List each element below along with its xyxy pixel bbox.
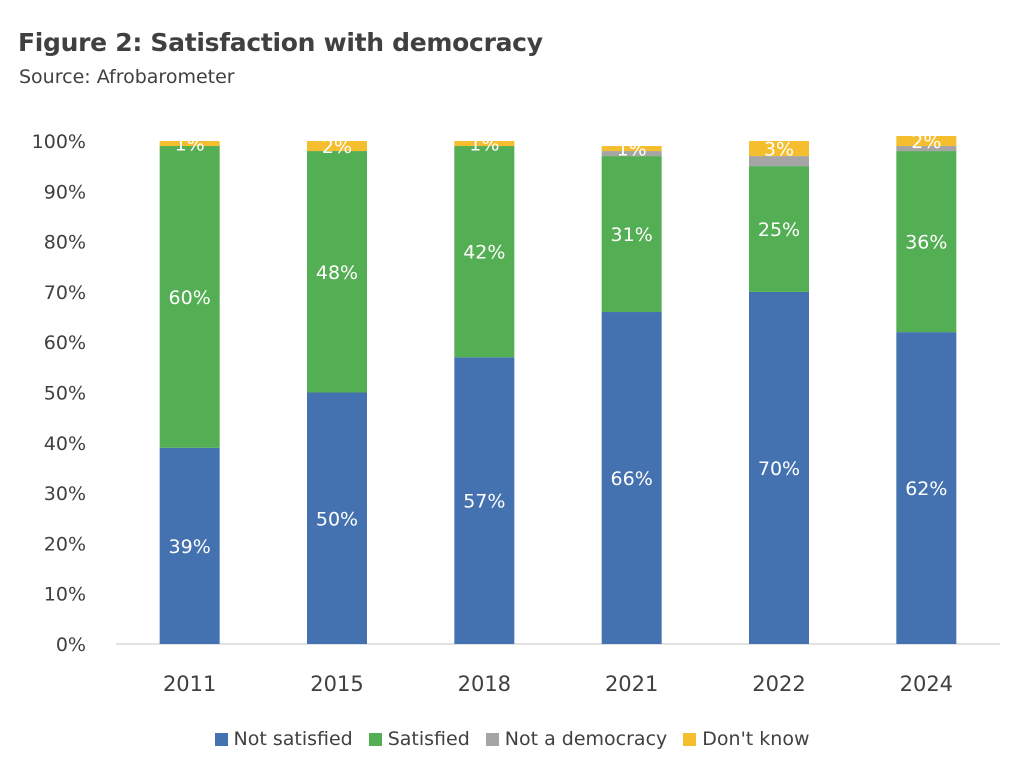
legend-swatch [214,732,228,746]
y-tick-label: 20% [44,533,86,555]
bar-segment [896,151,957,333]
x-axis-tick-labels: 2011 2015 2018 2021 2022 2024 [163,672,953,696]
data-label: 1% [175,134,205,156]
bar-segment [749,166,809,292]
legend-label: Not a democracy [504,728,668,750]
legend-item: Satisfied [368,728,470,750]
bar-segment [159,141,220,147]
bar-segment [749,141,809,157]
data-label: 57% [463,491,505,513]
data-label: 1% [469,134,499,156]
data-label: 36% [905,232,947,254]
data-label: 25% [758,219,800,241]
legend-swatch [368,732,382,746]
x-tick-label: 2021 [605,672,658,696]
data-label: 66% [611,468,653,490]
bar-segment [749,156,809,167]
legend-label: Satisfied [387,728,470,750]
bar-segment [896,146,957,152]
bar-segment [159,447,220,644]
y-tick-label: 80% [44,232,86,254]
bar-segment [896,332,957,644]
data-label: 2% [322,136,352,158]
legend: Not satisfied Satisfied Not a democracy Don… [0,728,1024,750]
x-tick-label: 2018 [458,672,511,696]
bar-segment [454,357,515,644]
data-label: 31% [611,224,653,246]
bar-segment [601,156,662,313]
data-labels: 39% 60% 1% 50% 48% 2% 57% 42% 1% 66% 31% 1% 70% 25% 3%… [169,131,948,558]
bar-segment [454,146,515,358]
x-tick-label: 2011 [163,672,216,696]
legend-label: Not satisfied [233,728,353,750]
x-tick-label: 2022 [752,672,805,696]
chart-subtitle: Source: Afrobarometer [19,66,235,88]
data-label: 3% [764,139,794,161]
legend-item: Not satisfied [214,728,353,750]
data-label: 42% [463,242,505,264]
legend-swatch [683,732,697,746]
y-tick-label: 0% [56,634,86,656]
data-label: 1% [617,139,647,161]
x-tick-label: 2024 [900,672,953,696]
y-tick-label: 60% [44,332,86,354]
bar-segment [159,146,220,448]
legend-swatch [485,732,499,746]
data-label: 50% [316,508,358,530]
data-label: 48% [316,262,358,284]
bar-segment [896,135,957,147]
stacked-bar-chart: 0% 10% 20% 30% 40% 50% 60% 70% 80% 90% 100% 39% 60%… [32,131,1000,696]
legend-item: Don't know [683,728,809,750]
data-label: 2% [911,131,941,153]
data-label: 70% [758,458,800,480]
bar-segment [601,151,662,157]
bar-segment [307,392,367,644]
data-label: 39% [169,536,211,558]
y-axis-tick-labels: 0% 10% 20% 30% 40% 50% 60% 70% 80% 90% 100% [32,131,86,656]
bar-segment [454,141,515,147]
data-label: 62% [905,478,947,500]
bar-segment [307,151,367,393]
bar-segment [307,141,367,152]
y-tick-label: 100% [32,131,86,153]
y-tick-label: 50% [44,383,86,405]
x-tick-label: 2015 [310,672,363,696]
y-tick-label: 10% [44,584,86,606]
y-tick-label: 70% [44,282,86,304]
data-label: 60% [169,287,211,309]
legend-item: Not a democracy [485,728,668,750]
bars [159,135,957,644]
y-tick-label: 40% [44,433,86,455]
bar-segment [749,291,809,644]
legend-label: Don't know [702,728,810,750]
chart-title: Figure 2: Satisfaction with democracy [18,28,543,57]
bar-segment [601,312,662,644]
bar-segment [601,146,662,152]
y-tick-label: 90% [44,181,86,203]
y-tick-label: 30% [44,483,86,505]
